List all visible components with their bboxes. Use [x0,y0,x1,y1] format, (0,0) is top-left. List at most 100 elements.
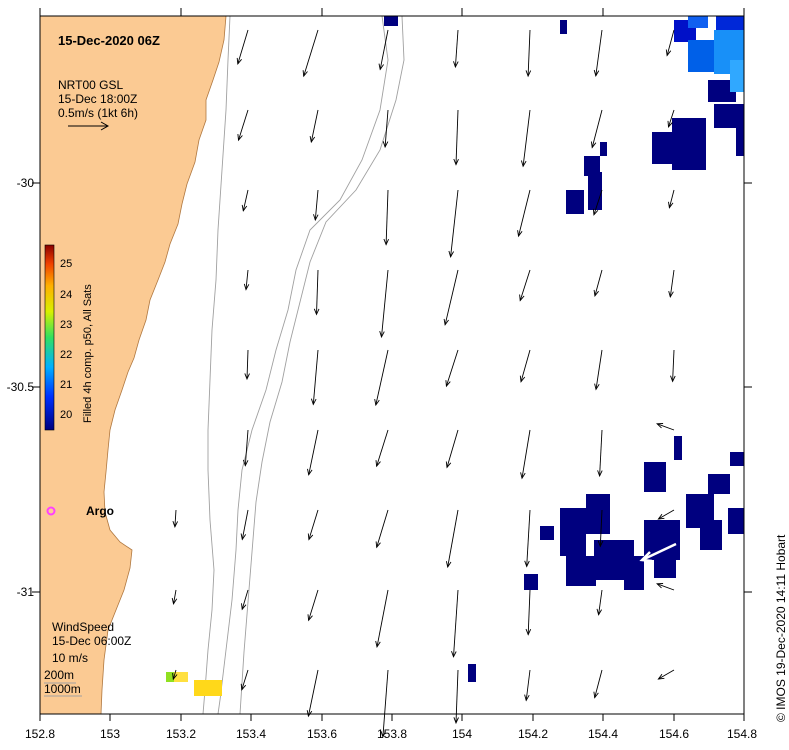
current-arrow-head [448,250,454,258]
current-arrow-head [657,513,665,520]
land-mass [39,15,227,715]
current-arrow-head [382,141,389,149]
current-arrow [444,269,459,325]
current-arrow [242,189,249,211]
x-tick-label: 154.6 [658,727,690,741]
current-arrow [672,349,675,382]
current-arrow-head [524,694,530,702]
current-arrow-head [593,289,599,298]
wind-arrow [639,542,677,563]
current-arrow [303,29,319,77]
current-arrow [237,29,249,65]
current-arrow [376,589,389,647]
current-arrow-head [242,459,249,467]
current-arrow-head [375,640,381,649]
current-arrow-head [451,651,457,658]
current-arrow [172,669,177,680]
current-arrow [518,189,531,237]
isobath-1000m [217,15,389,715]
x-tick-label: 153.2 [165,727,197,741]
current-arrow-head [656,583,664,589]
current-arrow [595,29,603,76]
current-arrow-head [597,470,603,478]
current-arrow [455,109,459,165]
colorbar [44,244,55,431]
current-arrow-head [237,134,243,142]
colorbar-tick: 22 [60,349,73,361]
argo-float-marker[interactable] [46,506,56,516]
current-arrow [599,509,603,547]
current-arrow [447,509,459,568]
isobath-200m [202,15,231,715]
current-arrow-head [594,383,600,391]
current-arrow-head [375,541,381,549]
current-arrow-head [590,141,597,149]
current-arrow [656,423,675,431]
current-arrow-head [309,136,316,144]
y-tick-label: -30 [16,176,34,190]
current-arrow-head [236,57,242,66]
current-arrow-head [244,373,250,381]
current-arrow-head [453,61,459,69]
current-arrow [384,109,389,148]
sst-cold-pixels [384,16,744,682]
current-arrow [238,109,249,141]
current-arrow-head [665,49,672,57]
current-arrow-head [520,472,526,480]
y-tick-label: -31 [16,585,34,599]
colorbar-tick: 24 [60,289,73,301]
current-arrows [171,29,676,738]
current-arrow-head [306,710,313,718]
current-arrow [519,269,531,301]
current-arrow-head [302,70,308,78]
current-arrow [376,429,389,467]
colorbar-tick: 23 [60,319,73,331]
current-arrow-head [241,204,248,212]
current-arrow [658,509,675,520]
current-arrow-head [668,201,674,209]
x-tick-label: 153.6 [306,727,338,741]
current-arrow [385,189,389,245]
current-arrow-head [310,398,317,406]
current-arrow [453,589,459,657]
isobath-2000m [239,15,405,715]
current-arrow-head [445,461,452,469]
current-arrow-head [593,691,599,699]
x-tick-label: 152.8 [24,727,56,741]
current-arrow-head [172,520,179,528]
current-arrow [450,189,459,257]
current-arrow-head [596,608,602,616]
current-arrow-head [453,717,459,725]
current-arrow [527,29,531,77]
current-arrow-head [379,330,385,339]
current-arrow [598,589,603,615]
current-legend-source: NRT00 GSL [58,78,124,92]
current-arrow-head [524,560,530,568]
current-arrow-head [520,160,527,168]
current-arrow-head [307,533,314,541]
current-arrow [308,509,319,540]
colorbar-title: Filled 4h comp. p50, All Sats [82,284,94,423]
current-arrow-head [525,628,532,636]
current-arrow-head [445,380,451,388]
current-arrow [244,429,249,466]
current-arrow-head [525,70,532,78]
current-arrow [246,349,249,380]
current-arrow-head [593,69,600,77]
current-arrow-head [519,294,525,302]
current-arrow [668,109,675,128]
sst-warm-pixels [166,16,744,696]
current-arrow-head [172,673,178,681]
current-arrow [454,29,459,68]
current-arrow-head [383,238,390,246]
colorbar-tick: 20 [60,409,73,421]
current-arrow-head [378,63,384,71]
current-arrow-head [241,603,247,611]
current-arrow-head [656,423,664,429]
x-tick-label: 153.8 [376,727,408,741]
current-arrow-head [240,683,247,691]
current-arrow [527,589,531,635]
current-arrow-head [667,120,673,129]
imos-credit: © IMOS 19-Dec-2020 14:11 Hobart [774,534,788,722]
current-arrow-head [443,318,449,326]
